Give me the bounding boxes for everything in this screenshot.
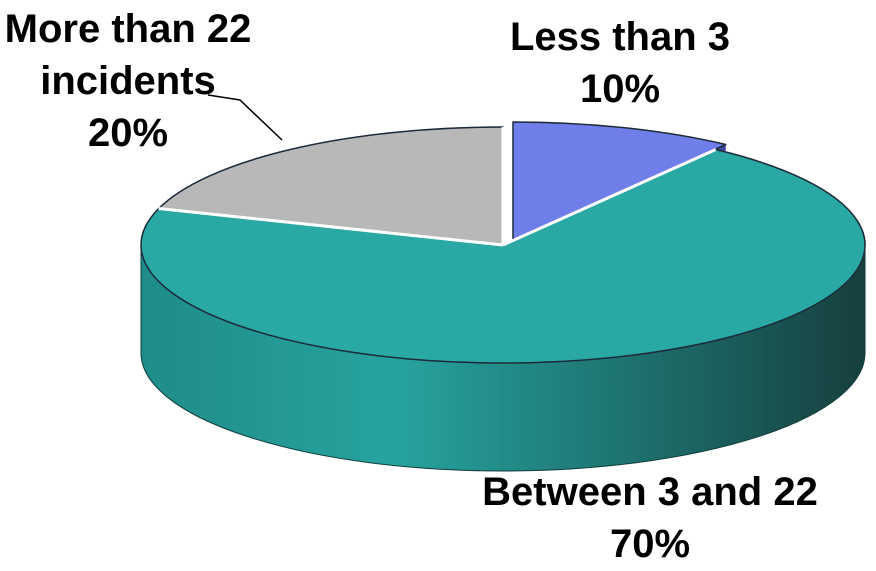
leader-line xyxy=(207,94,283,141)
data-label-text: Between 3 and 22 xyxy=(482,470,818,514)
pie-slice-between-3-and-22 xyxy=(140,148,866,364)
slice-separator xyxy=(158,207,504,247)
data-label-less-than-3: Less than 3 10% xyxy=(510,15,730,111)
data-label-text: incidents xyxy=(40,59,216,103)
data-label-value: 20% xyxy=(88,111,168,155)
data-label-between-3-and-22: Between 3 and 22 70% xyxy=(482,470,818,566)
data-label-value: 10% xyxy=(580,67,660,111)
pie-slice-less-than-3 xyxy=(512,121,727,241)
data-label-more-than-22-incidents: More than 22 incidents 20% xyxy=(5,7,252,155)
slice-separator xyxy=(502,148,717,247)
data-label-value: 70% xyxy=(610,522,690,566)
data-label-text: Less than 3 xyxy=(510,15,730,59)
data-label-text: More than 22 xyxy=(5,7,252,51)
pie-slice-more-than-22-incidents xyxy=(157,126,504,246)
